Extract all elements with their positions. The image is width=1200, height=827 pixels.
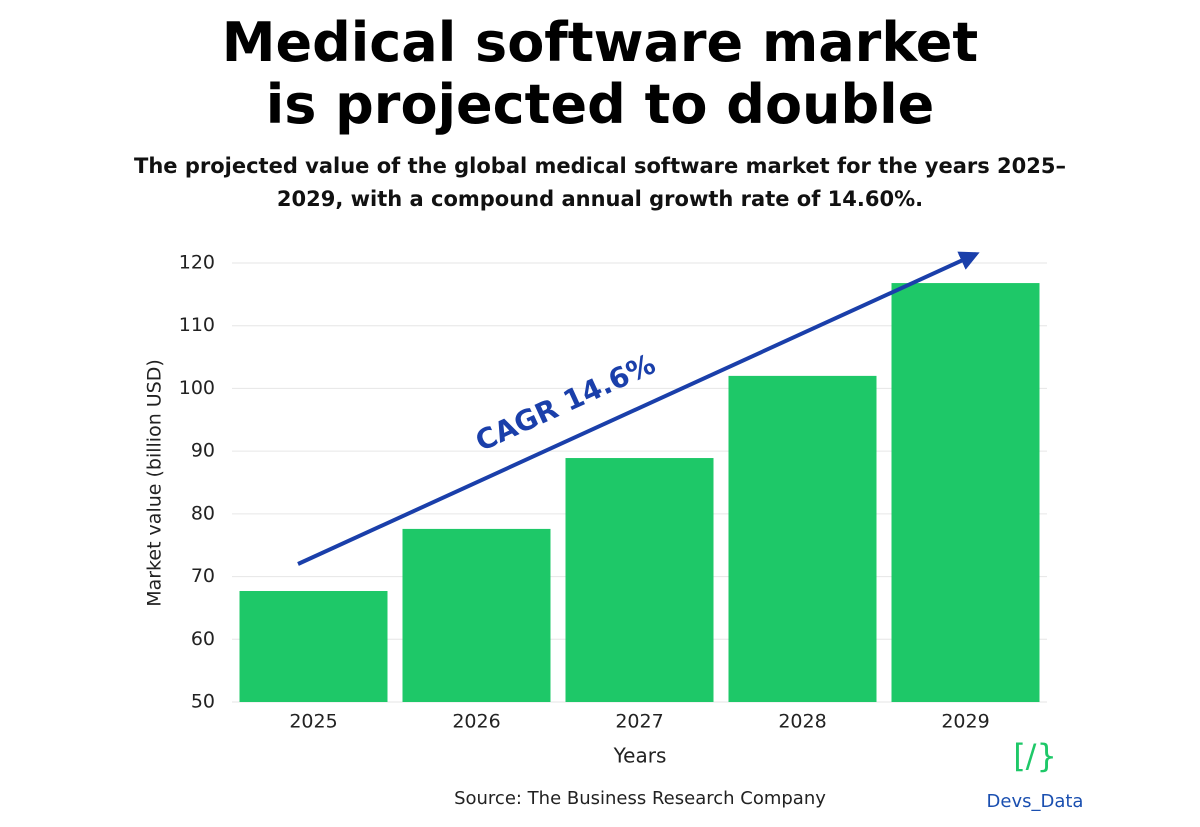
y-tick-label: 100 — [179, 377, 215, 399]
bar — [565, 458, 714, 702]
y-tick-label: 80 — [191, 502, 215, 524]
y-tick-label: 120 — [179, 252, 215, 274]
y-axis-label: Market value (billion USD) — [144, 359, 166, 607]
source: Source: The Business Research Company — [454, 788, 826, 809]
chart-title: Medical software market is projected to … — [221, 11, 979, 136]
logo-icon: [/} — [1013, 737, 1057, 775]
y-tick-label: 110 — [179, 314, 215, 336]
x-tick-label: 2027 — [615, 711, 663, 733]
trend-arrow — [297, 251, 980, 566]
bar — [891, 283, 1040, 702]
x-tick-label: 2026 — [452, 711, 500, 733]
y-tick-label: 70 — [191, 565, 215, 587]
x-tick-label: 2025 — [289, 711, 337, 733]
bar — [402, 528, 551, 702]
y-tick-label: 90 — [191, 440, 215, 462]
logo-text: Devs_Data — [987, 791, 1084, 812]
y-tick-label: 50 — [191, 691, 215, 713]
x-tick-label: 2028 — [778, 711, 826, 733]
chart-subtitle: The projected value of the global medica… — [134, 154, 1066, 211]
y-tick-label: 60 — [191, 628, 215, 650]
x-axis-label: Years — [613, 744, 667, 768]
bar — [728, 375, 877, 702]
bar — [239, 590, 388, 702]
x-tick-label: 2029 — [941, 711, 989, 733]
